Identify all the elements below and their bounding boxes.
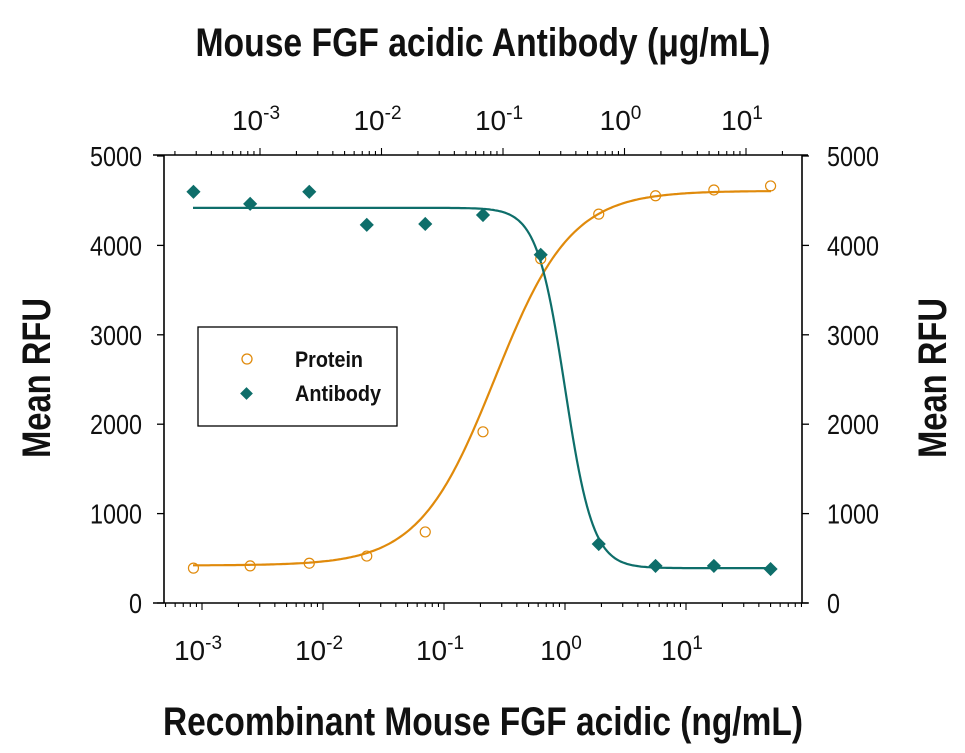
antibody-point xyxy=(302,184,317,199)
y-tick-label: 5000 xyxy=(827,141,879,172)
protein-point xyxy=(303,557,315,569)
protein-fit-curve xyxy=(193,190,771,567)
y-tick-label: 1000 xyxy=(90,499,142,530)
antibody-point xyxy=(533,247,548,262)
antibody-point xyxy=(591,536,606,552)
data-points xyxy=(186,180,778,577)
x-tick-label: 10-1 xyxy=(416,633,464,666)
x-tick-label: 10-1 xyxy=(475,103,523,136)
antibody-fit-curve xyxy=(193,206,771,570)
bottom-x-ticks: 10-3 10-2 10-1 100 101 xyxy=(165,603,803,666)
x-tick-label: 10-2 xyxy=(295,633,343,666)
legend: Protein Antibody xyxy=(197,326,398,427)
protein-point xyxy=(649,190,662,202)
y-tick-label: 4000 xyxy=(90,230,142,261)
protein-point xyxy=(593,208,605,220)
protein-point xyxy=(244,560,256,572)
protein-point xyxy=(419,526,431,538)
antibody-point xyxy=(359,217,374,232)
y-tick-label: 3000 xyxy=(90,320,142,351)
protein-point xyxy=(764,180,777,192)
bottom-axis-title: Recombinant Mouse FGF acidic (ng/mL) xyxy=(163,700,803,744)
y-tick-label: 0 xyxy=(129,588,142,619)
legend-label-antibody: Antibody xyxy=(295,381,382,406)
x-tick-label: 10-3 xyxy=(174,633,222,666)
protein-legend-marker-icon xyxy=(241,353,253,365)
antibody-point xyxy=(243,196,258,211)
top-axis-title: Mouse FGF acidic Antibody (μg/mL) xyxy=(196,21,771,65)
fit-curves xyxy=(193,190,771,570)
protein-point xyxy=(477,426,489,438)
antibody-point xyxy=(763,561,778,577)
y-tick-label: 3000 xyxy=(827,320,879,351)
y-tick-label: 2000 xyxy=(90,409,142,440)
y-tick-label: 2000 xyxy=(827,409,879,440)
antibody-point xyxy=(648,558,663,573)
y-tick-label: 1000 xyxy=(827,499,879,530)
legend-box xyxy=(197,326,398,427)
x-tick-label: 10-3 xyxy=(232,103,280,136)
antibody-point xyxy=(186,184,201,199)
antibody-point xyxy=(418,216,433,232)
y-tick-label: 0 xyxy=(827,588,840,619)
x-tick-label: 101 xyxy=(661,633,703,666)
y-tick-label: 4000 xyxy=(827,230,879,261)
right-y-ticks: 0 1000 2000 3000 4000 5000 xyxy=(802,141,879,619)
y-tick-label: 5000 xyxy=(90,141,142,172)
x-tick-label: 101 xyxy=(721,103,763,136)
antibody-legend-marker-icon xyxy=(240,387,253,400)
top-x-ticks: 10-3 10-2 10-1 100 101 xyxy=(174,103,783,155)
legend-label-protein: Protein xyxy=(295,347,363,372)
left-axis-title: Mean RFU xyxy=(15,298,59,458)
right-axis-title: Mean RFU xyxy=(911,298,955,458)
x-tick-label: 100 xyxy=(600,103,642,136)
protein-point xyxy=(361,550,373,562)
x-tick-label: 10-2 xyxy=(353,103,401,136)
x-tick-label: 100 xyxy=(540,633,582,666)
antibody-point xyxy=(706,558,721,573)
protein-point xyxy=(708,184,720,196)
protein-point xyxy=(187,562,200,574)
left-y-ticks: 0 1000 2000 3000 4000 5000 xyxy=(90,141,164,619)
antibody-point xyxy=(475,207,491,223)
